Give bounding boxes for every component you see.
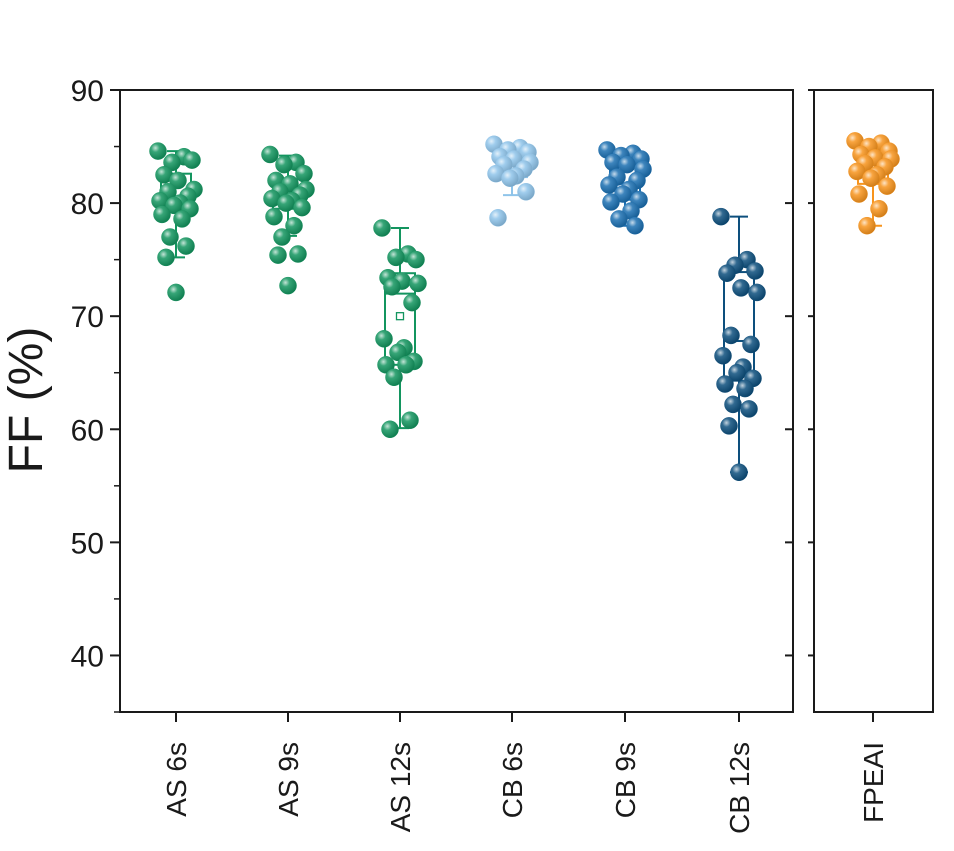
data-point-highlight: [848, 162, 866, 180]
y-tick-label: 70: [71, 301, 104, 334]
data-point-highlight: [728, 364, 746, 382]
y-tick-label: 80: [71, 188, 104, 221]
data-point-highlight: [740, 400, 758, 418]
data-point-highlight: [724, 395, 742, 413]
x-tick-label: AS 12s: [385, 742, 416, 832]
data-point-highlight: [626, 217, 644, 235]
data-point-highlight: [489, 209, 507, 227]
y-axis-label: FF (%): [0, 327, 53, 474]
data-point-highlight: [173, 210, 191, 228]
data-point-highlight: [618, 156, 636, 174]
data-point-highlight: [261, 145, 279, 163]
data-point-highlight: [714, 347, 732, 365]
data-point-highlight: [149, 142, 167, 160]
data-point-highlight: [153, 205, 171, 223]
data-point-highlight: [748, 283, 766, 301]
data-point-highlight: [151, 192, 169, 210]
data-point-highlight: [732, 279, 750, 297]
data-point-highlight: [169, 171, 187, 189]
data-point-highlight: [285, 217, 303, 235]
data-point-highlight: [177, 237, 195, 255]
data-point-highlight: [279, 277, 297, 295]
data-point-highlight: [381, 420, 399, 438]
data-point-highlight: [163, 153, 181, 171]
y-tick-label: 60: [71, 414, 104, 447]
data-point-highlight: [846, 132, 864, 150]
data-point-highlight: [401, 411, 419, 429]
data-point-highlight: [610, 210, 628, 228]
data-point-highlight: [383, 278, 401, 296]
y-tick-label: 50: [71, 527, 104, 560]
data-point-highlight: [157, 248, 175, 266]
data-point-highlight: [742, 335, 760, 353]
data-point-highlight: [167, 283, 185, 301]
y-tick-label: 40: [71, 640, 104, 673]
data-point-highlight: [718, 264, 736, 282]
data-point-highlight: [862, 169, 880, 187]
data-point-highlight: [277, 194, 295, 212]
x-tick-label: CB 6s: [497, 742, 528, 818]
data-point-highlight: [275, 156, 293, 174]
data-point-highlight: [604, 153, 622, 171]
data-point-highlight: [746, 262, 764, 280]
x-tick-label: AS 9s: [273, 742, 304, 817]
data-point-highlight: [716, 375, 734, 393]
main-plot-frame: [119, 89, 794, 713]
data-point-highlight: [375, 330, 393, 348]
data-point-highlight: [397, 356, 415, 374]
x-tick-label: FPEAI: [858, 742, 889, 823]
data-point-highlight: [487, 165, 505, 183]
data-point-highlight: [183, 151, 201, 169]
x-tick-label: CB 12s: [724, 742, 755, 834]
data-point-highlight: [293, 199, 311, 217]
data-point-highlight: [720, 417, 738, 435]
data-point-highlight: [736, 380, 754, 398]
data-point-highlight: [722, 326, 740, 344]
data-point-highlight: [389, 343, 407, 361]
data-point-highlight: [373, 219, 391, 237]
data-point-highlight: [878, 177, 896, 195]
data-point-highlight: [870, 200, 888, 218]
data-point-highlight: [600, 176, 618, 194]
data-point-highlight: [602, 193, 620, 211]
data-point-highlight: [269, 246, 287, 264]
x-tick-label: AS 6s: [161, 742, 192, 817]
data-point-highlight: [161, 228, 179, 246]
data-point-highlight: [165, 196, 183, 214]
mean-marker: [395, 312, 405, 321]
data-point-highlight: [273, 228, 291, 246]
data-point-highlight: [295, 165, 313, 183]
data-point-highlight: [517, 183, 535, 201]
data-point-highlight: [850, 185, 868, 203]
data-point-highlight: [730, 463, 748, 481]
data-point-highlight: [501, 169, 519, 187]
data-point-highlight: [385, 368, 403, 386]
data-point-highlight: [155, 166, 173, 184]
data-point-highlight: [403, 294, 421, 312]
data-point-highlight: [712, 208, 730, 226]
data-point-highlight: [289, 245, 307, 263]
data-point-highlight: [377, 356, 395, 374]
data-point-highlight: [265, 208, 283, 226]
data-point-highlight: [858, 217, 876, 235]
y-tick-label: 90: [71, 75, 104, 108]
data-point-highlight: [387, 248, 405, 266]
data-point-highlight: [409, 274, 427, 292]
data-point-highlight: [263, 190, 281, 208]
x-tick-label: CB 9s: [610, 742, 641, 818]
data-point-highlight: [407, 251, 425, 269]
